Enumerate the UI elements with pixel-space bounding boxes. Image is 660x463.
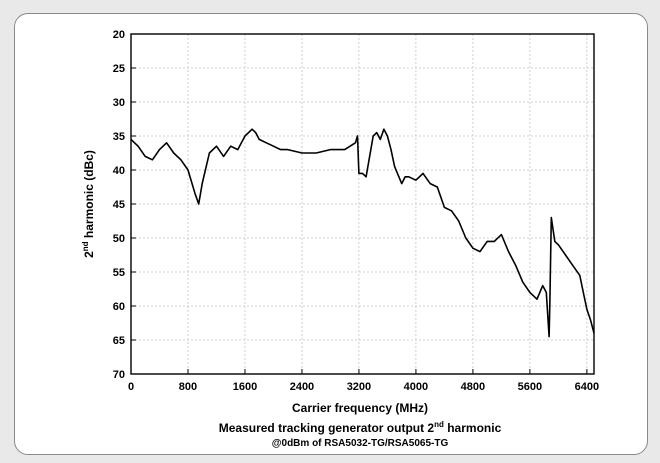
- x-tick-label: 5600: [518, 381, 542, 393]
- y-tick-label: 70: [113, 369, 125, 381]
- caption-line-1-main: Measured tracking generator output 2: [219, 421, 435, 435]
- caption-line-2: @0dBm of RSA5032-TG/RSA5065-TG: [272, 438, 449, 449]
- caption-line-1: Measured tracking generator output 2nd h…: [219, 420, 502, 435]
- y-tick-label: 30: [113, 97, 125, 109]
- caption-line-1-superscript: nd: [434, 420, 444, 429]
- x-tick-label: 800: [179, 381, 197, 393]
- series-line: [130, 128, 595, 338]
- x-tick-label: 6400: [575, 381, 599, 393]
- y-tick-label: 65: [113, 335, 125, 347]
- y-tick-label: 40: [113, 165, 125, 177]
- y-tick-label: 20: [113, 29, 125, 41]
- grid-lines: [131, 34, 594, 374]
- x-tick-label: 3200: [347, 381, 371, 393]
- y-axis-ticks: 20 25 30 35 40 45 50 55 60 65 70: [113, 29, 136, 381]
- y-tick-label: 60: [113, 301, 125, 313]
- y-tick-label: 45: [113, 199, 125, 211]
- chart-card: [14, 13, 648, 455]
- y-tick-label: 35: [113, 131, 125, 143]
- y-axis-label-rest: harmonic (dBc): [82, 150, 96, 241]
- x-tick-label: 4000: [404, 381, 428, 393]
- y-axis-label-main: 2: [82, 251, 96, 258]
- y-axis-label-superscript: nd: [81, 241, 90, 251]
- x-tick-label: 4800: [461, 381, 485, 393]
- x-axis-ticks: 0 800 1600 2400 3200 4000 4800 5600 6400: [128, 369, 599, 393]
- caption-line-1-rest: harmonic: [444, 421, 502, 435]
- x-axis-label: Carrier frequency (MHz): [292, 401, 428, 415]
- x-tick-label: 0: [128, 381, 134, 393]
- x-tick-label: 1600: [233, 381, 257, 393]
- x-tick-label: 2400: [290, 381, 314, 393]
- y-tick-label: 50: [113, 233, 125, 245]
- y-tick-label: 55: [113, 267, 125, 279]
- y-axis-label: 2nd harmonic (dBc): [81, 150, 96, 258]
- plot-frame: [130, 33, 595, 375]
- y-tick-label: 25: [113, 63, 125, 75]
- series-group: [130, 128, 595, 338]
